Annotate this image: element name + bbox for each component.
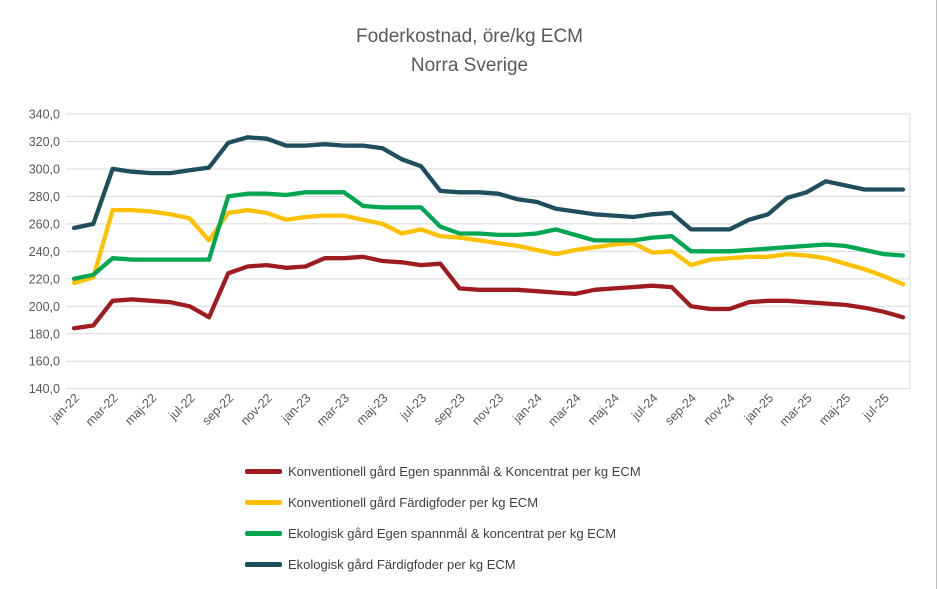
y-tick-label: 160,0 — [29, 355, 60, 369]
y-tick-label: 200,0 — [29, 300, 60, 314]
legend-label: Konventionell gård Egen spannmål & Konce… — [288, 464, 641, 479]
chart-title-line2: Norra Sverige — [410, 55, 529, 76]
legend-label: Konventionell gård Färdigfoder per kg EC… — [288, 495, 539, 510]
y-tick-label: 280,0 — [29, 190, 60, 204]
x-tick-label: jul-25 — [860, 391, 892, 423]
x-tick-label: sep-24 — [662, 391, 699, 428]
x-tick-label: nov-22 — [238, 391, 275, 428]
x-tick-label: maj-23 — [354, 391, 391, 428]
x-tick-label: mar-25 — [777, 391, 815, 429]
legend-item-ekologisk-fardigfoder: Ekologisk gård Färdigfoder per kg ECM — [245, 549, 641, 580]
x-tick-label: jan-25 — [741, 391, 776, 426]
y-tick-label: 260,0 — [29, 217, 60, 231]
x-tick-label: jul-22 — [166, 391, 198, 423]
series-line-3 — [71, 135, 906, 232]
x-tick-label: sep-22 — [199, 391, 236, 428]
legend-swatch-yellow-line-icon — [245, 500, 282, 505]
series-lines — [71, 135, 906, 331]
x-tick-label: jul-24 — [628, 391, 660, 423]
series-line-2 — [71, 190, 906, 281]
x-tick-label: nov-23 — [469, 391, 506, 428]
x-tick-label: maj-24 — [585, 391, 622, 428]
y-tick-label: 300,0 — [29, 162, 60, 176]
y-axis-tick-labels: 340,0 320,0 300,0 280,0 260,0 240,0 220,0 200,0… — [29, 108, 60, 397]
x-tick-label: mar-23 — [314, 391, 352, 429]
legend-swatch-red-line-icon — [245, 469, 282, 474]
chart-right-border — [936, 0, 937, 589]
series-line-1 — [71, 207, 906, 287]
y-tick-label: 140,0 — [29, 382, 60, 396]
legend-swatch-green-line-icon — [245, 531, 282, 536]
legend-item-ekologisk-egen: Ekologisk gård Egen spannmål & koncentra… — [245, 518, 641, 549]
x-tick-label: nov-24 — [701, 391, 738, 428]
series-line-0 — [71, 254, 906, 331]
x-axis-tick-labels: jan-22 mar-22 maj-22 jul-22 sep-22 nov-22 jan-… — [47, 391, 892, 429]
y-tick-label: 340,0 — [29, 108, 60, 122]
x-tick-label: jan-23 — [278, 391, 313, 426]
x-tick-label: maj-22 — [122, 391, 159, 428]
y-tick-label: 240,0 — [29, 245, 60, 259]
gridlines — [66, 113, 911, 390]
legend-label: Ekologisk gård Färdigfoder per kg ECM — [288, 557, 516, 572]
x-tick-label: maj-25 — [816, 391, 853, 428]
y-tick-label: 180,0 — [29, 327, 60, 341]
x-tick-label: mar-22 — [83, 391, 121, 429]
y-tick-label: 220,0 — [29, 272, 60, 286]
x-tick-label: sep-23 — [431, 391, 468, 428]
x-tick-label: mar-24 — [546, 391, 584, 429]
legend: Konventionell gård Egen spannmål & Konce… — [245, 456, 641, 580]
x-tick-label: jul-23 — [397, 391, 429, 423]
legend-label: Ekologisk gård Egen spannmål & koncentra… — [288, 526, 617, 541]
x-tick-label: jan-24 — [510, 391, 545, 426]
chart-title: Foderkostnad, öre/kg ECM Norra Sverige — [0, 22, 939, 80]
legend-item-konventionell-egen: Konventionell gård Egen spannmål & Konce… — [245, 456, 641, 487]
legend-swatch-blue-line-icon — [245, 562, 282, 567]
chart-title-line1: Foderkostnad, öre/kg ECM — [355, 26, 584, 47]
y-tick-label: 320,0 — [29, 135, 60, 149]
legend-item-konventionell-fardigfoder: Konventionell gård Färdigfoder per kg EC… — [245, 487, 641, 518]
